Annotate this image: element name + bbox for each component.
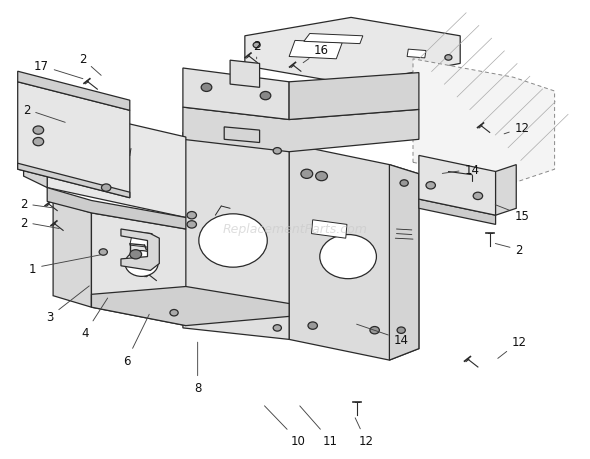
Circle shape [316,172,327,181]
Text: 1: 1 [29,255,100,275]
Circle shape [78,150,87,157]
Polygon shape [53,202,91,308]
Text: ReplacementParts.com: ReplacementParts.com [222,223,368,236]
Polygon shape [183,133,289,340]
Circle shape [426,182,435,190]
Circle shape [253,43,260,49]
Circle shape [445,56,452,61]
Polygon shape [183,69,289,120]
Text: 2: 2 [23,104,65,123]
Circle shape [99,249,107,256]
Polygon shape [91,213,186,326]
Circle shape [400,180,408,187]
Polygon shape [407,50,426,59]
Polygon shape [289,41,342,60]
Polygon shape [289,145,419,360]
Polygon shape [24,92,47,188]
Circle shape [78,162,87,169]
Circle shape [201,84,212,92]
Circle shape [170,310,178,316]
Polygon shape [496,165,516,216]
Text: 2: 2 [79,53,101,76]
Text: 16: 16 [303,44,329,63]
Circle shape [187,212,196,219]
Text: 10: 10 [264,406,306,447]
Polygon shape [419,156,496,216]
Circle shape [260,92,271,101]
Circle shape [320,235,376,279]
Text: 2: 2 [20,198,53,211]
Circle shape [33,127,44,135]
Polygon shape [18,164,130,198]
Circle shape [187,221,196,229]
Circle shape [114,169,122,175]
Polygon shape [18,83,130,198]
Circle shape [370,327,379,334]
Text: 8: 8 [194,342,201,394]
Polygon shape [289,73,419,120]
Polygon shape [413,60,555,184]
Polygon shape [245,18,460,85]
Text: 2: 2 [496,244,523,257]
Text: 15: 15 [495,205,530,222]
Polygon shape [18,72,130,111]
Text: 14: 14 [442,163,480,176]
Circle shape [273,325,281,331]
Circle shape [125,251,158,277]
Text: 11: 11 [300,406,338,447]
Text: 12: 12 [504,122,530,135]
Circle shape [473,193,483,200]
Circle shape [199,214,267,268]
Text: 2: 2 [20,216,59,229]
Polygon shape [224,128,260,143]
Polygon shape [312,220,347,239]
Text: 2: 2 [253,39,260,60]
Text: 17: 17 [34,60,83,79]
Circle shape [130,250,142,259]
Circle shape [301,170,313,179]
Polygon shape [121,230,159,271]
Polygon shape [130,232,152,248]
Polygon shape [304,34,363,45]
Polygon shape [47,188,186,230]
Polygon shape [47,106,186,218]
Text: 4: 4 [82,298,107,339]
Polygon shape [419,200,496,225]
Text: 6: 6 [123,314,149,367]
Polygon shape [230,61,260,88]
Text: 3: 3 [47,286,89,323]
Text: 12: 12 [355,418,373,447]
Text: 12: 12 [498,336,527,358]
Polygon shape [389,165,419,360]
Text: 14: 14 [356,325,409,346]
Circle shape [33,138,44,146]
Polygon shape [91,287,289,326]
Circle shape [273,148,281,155]
Circle shape [101,185,111,192]
Circle shape [397,327,405,334]
Circle shape [308,322,317,330]
Polygon shape [183,108,419,152]
